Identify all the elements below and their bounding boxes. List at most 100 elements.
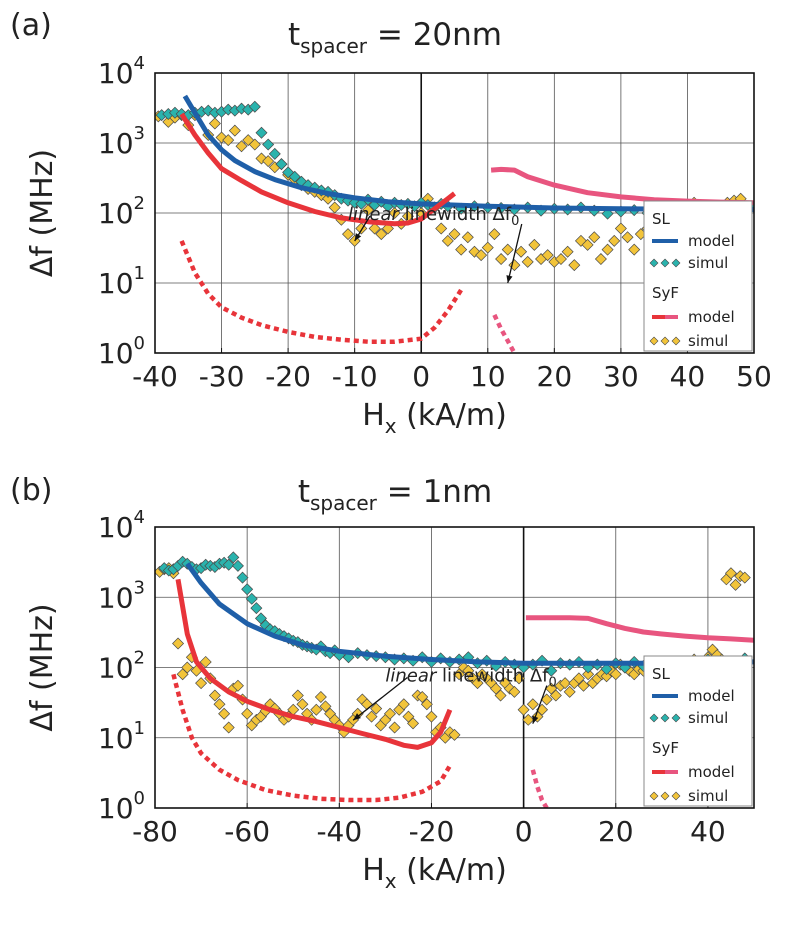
chart-panel-a: (a) tspacer = 20nm-40 -30 -20 -10 0 10 20 30 40 50… (10, 8, 772, 438)
data-point (581, 238, 594, 251)
y-axis-label: Δf (MHz) (25, 149, 60, 277)
x-axis-label: Hx (kA/m) (362, 398, 507, 438)
data-point (208, 689, 221, 702)
legend-title-syf: SyF (652, 284, 679, 302)
x-tick-label: -80 (132, 815, 178, 848)
data-point (608, 234, 621, 247)
data-point (227, 551, 240, 564)
x-tick-label: -40 (132, 360, 178, 393)
data-point (517, 703, 530, 716)
chart-panel-b: (b) tspacer = 1nm-80 -60 -40 -20 0 20 401001011… (10, 473, 755, 893)
data-point (494, 689, 507, 702)
annotation-arrow-right-head (532, 715, 539, 724)
data-point (435, 222, 448, 235)
y-axis-label: Δf (MHz) (25, 603, 60, 731)
x-tick-label: 20 (537, 360, 573, 393)
data-point (222, 134, 235, 147)
legend-label-sl-model: model (688, 232, 735, 250)
data-point (213, 698, 226, 711)
y-tick-base: 10 (98, 511, 134, 544)
data-point (545, 664, 558, 677)
y-tick-base: 10 (98, 652, 134, 685)
series-linear-linewidth-branch-1- (179, 240, 464, 344)
title-rest: = 20nm (367, 17, 502, 53)
data-point (508, 685, 521, 698)
legend-box (643, 200, 753, 352)
data-point (231, 679, 244, 692)
x-tick-label: -40 (316, 815, 362, 848)
y-tick-base: 10 (98, 57, 134, 90)
series-linear-linewidth-branch-1- (171, 673, 452, 803)
legend-label-syf-simul: simul (688, 787, 728, 805)
y-tick-base: 10 (98, 127, 134, 160)
data-point (319, 700, 332, 713)
annotation-arrow-left-head (353, 713, 361, 721)
x-tick-label: 0 (515, 815, 533, 848)
y-tick-label: 100 (98, 788, 145, 825)
data-point (310, 703, 323, 716)
data-point (471, 677, 484, 690)
y-tick-base: 10 (98, 337, 134, 370)
legend-marker-sl-simul (649, 713, 659, 723)
data-point (609, 668, 622, 681)
y-tick-exponent: 4 (134, 507, 145, 528)
y-tick-exponent: 1 (134, 718, 145, 739)
title-rest: = 1nm (377, 474, 492, 510)
data-point (351, 707, 364, 720)
x-axis-label: Hx (kA/m) (362, 853, 507, 893)
data-point (501, 243, 514, 256)
axes-frame (154, 526, 755, 809)
data-point (275, 158, 288, 171)
series-sl-model (185, 562, 754, 666)
x-tick-label: -10 (332, 360, 378, 393)
data-point (291, 689, 304, 702)
y-tick-base: 10 (98, 267, 134, 300)
legend-label-syf-model: model (688, 308, 735, 326)
data-point (475, 249, 488, 262)
series-linear-linewidth-branch-2- (492, 313, 517, 353)
data-point (218, 707, 231, 720)
y-tick-label: 102 (98, 648, 145, 685)
legend-marker-syf-simul (671, 791, 681, 801)
series-syf-model-branch-1- (179, 112, 457, 227)
y-tick-label: 101 (98, 718, 145, 755)
x-tick-label: -30 (199, 360, 245, 393)
legend-label-syf-simul: simul (688, 332, 728, 350)
legend-title-sl: SL (652, 210, 671, 228)
legend-marker-syf-simul (671, 336, 681, 346)
data-point (448, 728, 461, 741)
x-tick-label: -20 (265, 360, 311, 393)
data-point (729, 578, 742, 591)
data-point (361, 204, 374, 217)
y-tick-exponent: 0 (134, 788, 145, 809)
data-point (462, 664, 475, 677)
data-point (621, 231, 634, 244)
data-point (614, 222, 627, 235)
data-point (388, 207, 401, 219)
legend-label-sl-simul: simul (688, 254, 728, 272)
data-point (208, 117, 221, 130)
legend-marker-sl-simul (649, 258, 659, 268)
annotation-arrow-right (507, 223, 523, 284)
data-point (222, 721, 235, 734)
data-point (262, 138, 275, 151)
data-point (248, 138, 261, 151)
data-point (572, 672, 585, 685)
series-syf-model-branch-2- (525, 615, 754, 643)
data-point (541, 249, 554, 262)
legend-marker-sl-simul (671, 258, 681, 268)
data-point (521, 255, 534, 268)
data-point (342, 228, 355, 241)
data-point (228, 124, 241, 137)
data-point (594, 253, 607, 266)
panel-label: (a) (10, 8, 52, 43)
data-point (420, 698, 433, 711)
y-tick-base: 10 (98, 722, 134, 755)
x-tick-label: 20 (598, 815, 634, 848)
data-point (241, 583, 254, 596)
data-point (724, 567, 737, 580)
panel-label: (b) (10, 473, 52, 508)
data-point (268, 147, 281, 160)
legend-marker-syf-simul (660, 791, 670, 801)
y-tick-exponent: 0 (134, 333, 145, 354)
